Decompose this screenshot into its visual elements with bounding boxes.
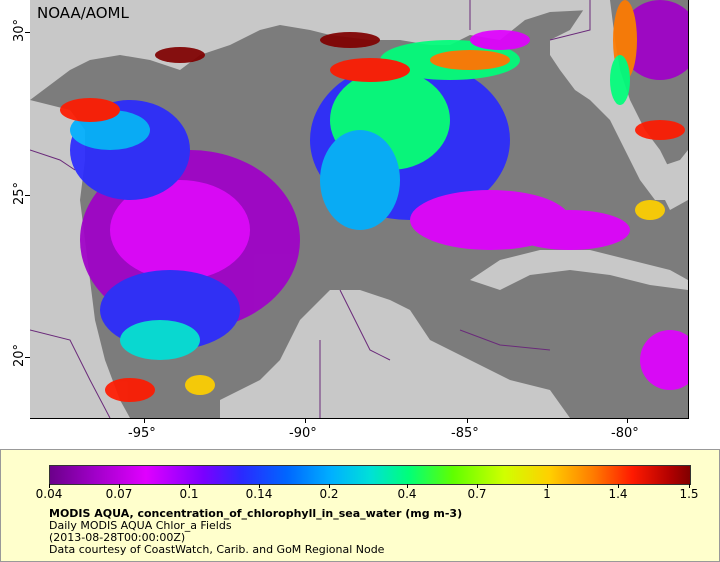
- lon-label-95: -95°: [128, 426, 156, 441]
- colorbar-tick: [189, 484, 190, 488]
- colorbar-tick-label: 0.7: [467, 487, 487, 501]
- land-cuba: [470, 250, 688, 290]
- colorbar-tick-label: 0.4: [397, 487, 417, 501]
- lon-label-80: -80°: [611, 426, 639, 441]
- land-mexico: [30, 100, 130, 418]
- lon-label-90: -90°: [289, 426, 317, 441]
- colorbar-tick: [119, 484, 120, 488]
- lat-label-25: 25°: [12, 181, 27, 205]
- lon-tick-90: [305, 418, 306, 423]
- colorbar-tick-label: 0.14: [245, 487, 273, 501]
- credit-label: NOAA/AOML: [37, 4, 129, 22]
- colorbar-tick-label: 0.1: [179, 487, 199, 501]
- colorbar-tick: [259, 484, 260, 488]
- legend-source: Daily MODIS AQUA Chlor_a Fields: [49, 519, 232, 532]
- colorbar-tick: [407, 484, 408, 488]
- legend-credit: Data courtesy of CoastWatch, Carib. and …: [49, 543, 385, 556]
- lon-tick-80: [627, 418, 628, 423]
- chlorophyll-map: [30, 0, 688, 418]
- colorbar-tick: [477, 484, 478, 488]
- lat-label-30: 30°: [12, 18, 27, 42]
- colorbar-tick-label: 0.07: [105, 487, 133, 501]
- boundaries: [30, 0, 591, 418]
- colorbar-tick-label: 1: [543, 487, 551, 501]
- colorbar-tick-label: 0.04: [35, 487, 63, 501]
- map-frame[interactable]: [30, 0, 689, 419]
- legend-date: (2013-08-28T00:00:00Z): [49, 531, 186, 544]
- lon-label-85: -85°: [451, 426, 479, 441]
- land-yucatan: [220, 290, 430, 418]
- colorbar-tick: [689, 484, 690, 488]
- lon-tick-85: [467, 418, 468, 423]
- land-bahamas: [650, 150, 688, 210]
- lat-tick-30: [25, 32, 30, 33]
- colorbar-tick-label: 0.2: [319, 487, 339, 501]
- land-us-coast: [30, 0, 688, 100]
- lat-label-20: 20°: [12, 343, 27, 367]
- land-florida: [550, 0, 670, 200]
- colorbar-tick: [618, 484, 619, 488]
- land-central-america: [430, 340, 570, 418]
- lat-tick-25: [25, 195, 30, 196]
- legend-panel: 0.04 0.07 0.1 0.14 0.2 0.4 0.7 1 1.4 1.5 MODIS AQ…: [0, 449, 720, 562]
- lon-tick-95: [144, 418, 145, 423]
- colorbar-tick-label: 1.5: [679, 487, 699, 501]
- colorbar-tick: [329, 484, 330, 488]
- legend-title: MODIS AQUA, concentration_of_chlorophyll…: [49, 507, 463, 520]
- chlorophyll-patches: [60, 0, 688, 402]
- colorbar-tick: [547, 484, 548, 488]
- lat-tick-20: [25, 357, 30, 358]
- colorbar-tick: [49, 484, 50, 488]
- colorbar: [49, 465, 691, 485]
- colorbar-tick-label: 1.4: [608, 487, 628, 501]
